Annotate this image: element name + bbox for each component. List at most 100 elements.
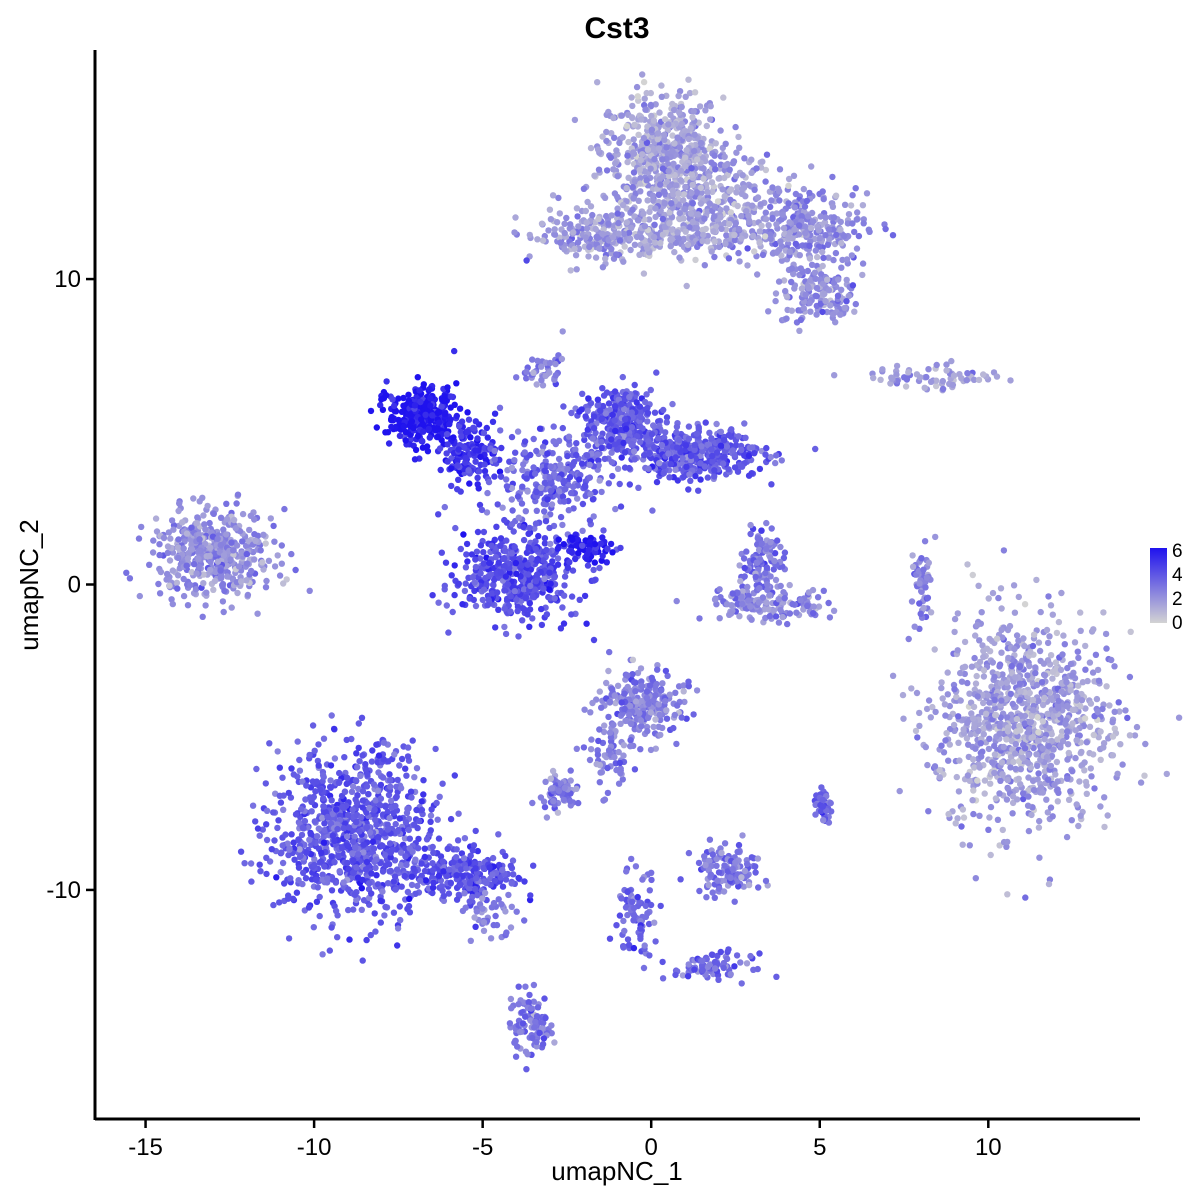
cell-point <box>591 559 598 566</box>
cell-point <box>435 511 442 518</box>
cell-point <box>757 201 764 208</box>
cell-point <box>743 208 750 215</box>
cell-point <box>690 108 697 115</box>
cell-point <box>697 200 705 207</box>
cell-point <box>561 220 568 227</box>
cell-point <box>579 500 587 508</box>
cell-point <box>780 224 788 232</box>
cell-point <box>525 571 532 578</box>
cell-point <box>738 190 746 198</box>
cell-point <box>837 311 844 318</box>
cell-point <box>508 550 516 557</box>
cell-point <box>1035 770 1042 777</box>
cell-point <box>1142 740 1149 748</box>
cell-point <box>598 438 605 446</box>
cell-point <box>684 241 692 249</box>
cell-point <box>853 216 860 223</box>
cell-point <box>630 150 638 157</box>
cell-point <box>512 559 520 567</box>
cell-point <box>484 602 491 609</box>
cell-point <box>769 214 776 222</box>
cell-point <box>678 103 685 111</box>
cell-point <box>604 545 611 552</box>
cell-point <box>536 425 544 432</box>
cell-point <box>541 535 549 542</box>
cell-point <box>625 229 633 237</box>
cell-point <box>711 467 718 474</box>
cell-point <box>832 249 840 257</box>
cell-point <box>920 604 927 612</box>
cell-point <box>631 456 638 463</box>
cell-point <box>748 156 755 163</box>
cell-point <box>785 175 793 183</box>
cell-point <box>923 574 931 581</box>
cell-point <box>925 808 932 815</box>
cell-point <box>529 593 536 600</box>
cell-point <box>576 476 583 483</box>
cell-point <box>683 147 690 154</box>
cell-point <box>708 179 716 186</box>
cell-point <box>731 464 739 471</box>
cell-point <box>564 465 571 473</box>
cell-point <box>661 116 669 123</box>
cell-point <box>498 444 505 452</box>
cell-point <box>278 542 285 549</box>
cell-point <box>541 467 548 474</box>
cell-point <box>667 461 674 468</box>
cell-point <box>491 473 498 480</box>
cell-point <box>762 178 769 185</box>
cell-point <box>739 600 746 608</box>
cell-point <box>557 461 564 468</box>
cell-point <box>714 198 722 205</box>
cell-point <box>747 521 754 529</box>
cell-point <box>488 542 495 549</box>
cell-point <box>924 594 932 601</box>
cell-point <box>1109 752 1117 759</box>
cell-point <box>1141 772 1148 779</box>
cell-point <box>496 404 504 411</box>
cell-point <box>417 398 424 406</box>
cell-point <box>772 459 779 467</box>
cell-point <box>592 254 600 261</box>
cell-point <box>717 442 725 449</box>
cell-point <box>599 534 606 541</box>
cell-point <box>443 602 450 609</box>
cell-point <box>764 586 771 594</box>
cell-point <box>281 505 288 513</box>
cell-point <box>750 219 758 227</box>
cell-point <box>527 451 534 459</box>
cell-point <box>169 567 176 574</box>
cell-point <box>820 195 827 203</box>
cell-point <box>829 173 836 181</box>
cell-point <box>457 488 464 495</box>
cell-point <box>686 89 694 97</box>
cell-point <box>717 214 724 221</box>
cell-point <box>656 176 663 183</box>
cell-point <box>1115 699 1122 706</box>
cell-point <box>1077 609 1084 616</box>
cell-point <box>508 433 516 441</box>
cell-point <box>601 455 608 463</box>
cell-point <box>596 564 603 572</box>
cell-point <box>574 239 582 246</box>
cell-point <box>841 304 848 312</box>
cell-point <box>1045 593 1052 600</box>
cell-point <box>633 399 640 406</box>
cell-point <box>659 215 667 223</box>
cell-point <box>170 526 177 533</box>
cell-point <box>470 596 477 604</box>
cell-point <box>789 600 796 608</box>
cell-point <box>732 219 739 227</box>
cell-point <box>651 221 658 228</box>
cell-point <box>518 562 525 569</box>
cell-point <box>691 441 699 449</box>
cell-point <box>768 481 775 488</box>
cell-point <box>206 566 214 573</box>
cell-point <box>438 403 445 410</box>
cell-point <box>306 587 313 594</box>
cell-point <box>713 420 720 428</box>
cell-point <box>669 132 676 139</box>
cell-point <box>663 178 671 186</box>
cell-point <box>451 591 458 599</box>
cell-point <box>800 305 807 312</box>
